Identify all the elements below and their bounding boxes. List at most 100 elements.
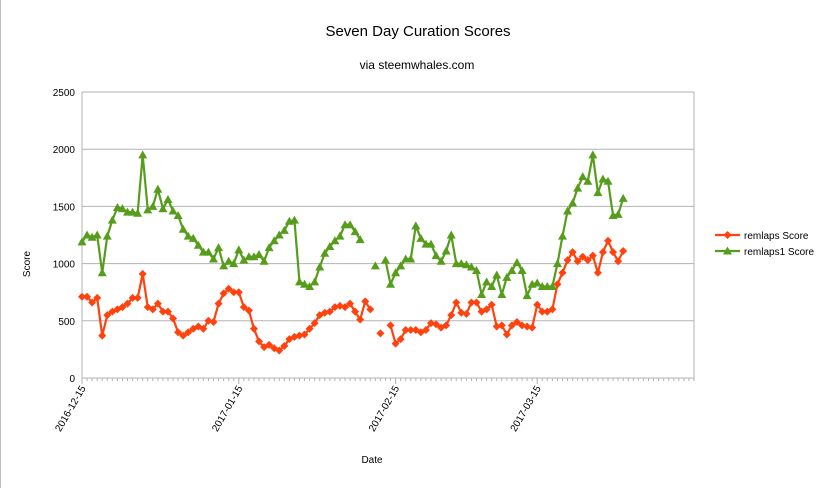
data-point-diamond [553, 280, 562, 289]
data-point-triangle [431, 251, 441, 260]
x-axis-label: Date [361, 455, 383, 466]
data-point-diamond [568, 248, 577, 257]
y-tick-label: 1500 [53, 202, 76, 213]
data-point-diamond [249, 324, 258, 333]
data-point-diamond [78, 292, 86, 301]
data-point-diamond [619, 247, 628, 256]
data-point-triangle [618, 193, 628, 202]
data-point-diamond [148, 305, 157, 314]
data-point-triangle [294, 277, 304, 286]
data-point-triangle [239, 255, 249, 264]
data-point-diamond [573, 257, 582, 266]
y-tick-label: 500 [58, 317, 75, 328]
data-point-triangle [603, 176, 613, 185]
data-point-diamond [452, 298, 461, 307]
data-point-diamond [432, 320, 441, 329]
data-point-triangle [193, 240, 203, 249]
data-point-diamond [361, 297, 370, 306]
data-point-diamond [325, 307, 334, 316]
data-point-diamond [396, 335, 405, 344]
data-point-triangle [87, 232, 97, 241]
data-point-diamond [265, 340, 274, 349]
data-point-triangle [153, 184, 163, 193]
data-point-triangle [330, 236, 340, 245]
data-point-triangle [112, 203, 122, 212]
data-point-triangle [214, 243, 224, 252]
data-point-diamond [391, 339, 400, 348]
data-point-triangle [426, 239, 436, 248]
data-point-triangle [588, 150, 598, 159]
data-point-triangle [173, 211, 183, 220]
data-point-diamond [386, 321, 395, 330]
data-point-triangle [310, 277, 320, 286]
data-point-diamond [103, 311, 112, 320]
data-point-diamond [583, 256, 592, 265]
data-point-diamond [275, 346, 284, 355]
data-point-diamond [93, 293, 102, 302]
data-point-diamond [174, 328, 183, 337]
window-edge-line [0, 0, 1, 488]
data-point-diamond [351, 307, 360, 316]
data-point-triangle [138, 150, 148, 159]
y-tick-label: 2500 [53, 88, 76, 99]
data-point-triangle [219, 261, 229, 270]
data-point-triangle [234, 245, 244, 254]
data-point-triangle [563, 206, 573, 215]
data-point-triangle [502, 272, 512, 281]
data-point-diamond [447, 311, 456, 320]
series-1 [77, 150, 628, 300]
data-point-triangle [269, 236, 279, 245]
data-point-diamond [214, 299, 223, 308]
data-point-triangle [370, 261, 380, 270]
data-point-triangle [723, 246, 732, 255]
data-point-triangle [229, 259, 239, 268]
data-point-triangle [143, 205, 153, 214]
series-line [384, 153, 625, 297]
data-point-diamond [376, 329, 385, 338]
data-point-triangle [466, 262, 476, 271]
data-point-triangle [320, 248, 330, 257]
data-point-diamond [153, 299, 162, 308]
data-point-triangle [315, 262, 325, 271]
data-point-diamond [219, 289, 228, 298]
data-point-triangle [178, 224, 188, 233]
data-point-triangle [411, 221, 421, 230]
data-point-diamond [598, 248, 607, 257]
data-point-triangle [188, 233, 198, 242]
data-point-diamond [244, 306, 253, 315]
data-point-diamond [507, 321, 516, 330]
data-point-triangle [461, 260, 471, 269]
data-point-diamond [83, 292, 92, 301]
data-point-triangle [259, 256, 269, 265]
data-point-diamond [512, 317, 521, 326]
x-tick-label: 2017-03-15 [509, 384, 544, 434]
data-point-diamond [723, 231, 732, 239]
data-point-triangle [578, 172, 588, 181]
y-tick-label: 1000 [53, 260, 76, 271]
data-point-diamond [406, 325, 415, 334]
data-point-diamond [255, 337, 264, 346]
x-tick-label: 2017-02-15 [367, 384, 402, 434]
data-point-triangle [482, 277, 492, 286]
data-point-triangle [133, 208, 143, 217]
data-point-diamond [558, 268, 567, 277]
data-point-diamond [467, 298, 476, 307]
data-point-triangle [396, 261, 406, 270]
data-point-diamond [366, 305, 375, 314]
data-point-triangle [507, 265, 517, 274]
data-point-diamond [472, 298, 481, 307]
data-point-triangle [158, 204, 168, 213]
grid-lines [82, 91, 694, 379]
data-point-triangle [279, 225, 289, 234]
data-point-diamond [300, 330, 309, 339]
data-point-triangle [497, 289, 507, 298]
data-point-diamond [234, 288, 243, 297]
data-point-triangle [264, 243, 274, 252]
data-point-diamond [593, 268, 602, 277]
data-point-triangle [325, 241, 335, 250]
y-axis-label: Score [22, 251, 33, 278]
data-point-triangle [477, 289, 487, 298]
data-point-diamond [609, 248, 618, 257]
data-point-diamond [487, 300, 496, 309]
data-point-triangle [391, 268, 401, 277]
